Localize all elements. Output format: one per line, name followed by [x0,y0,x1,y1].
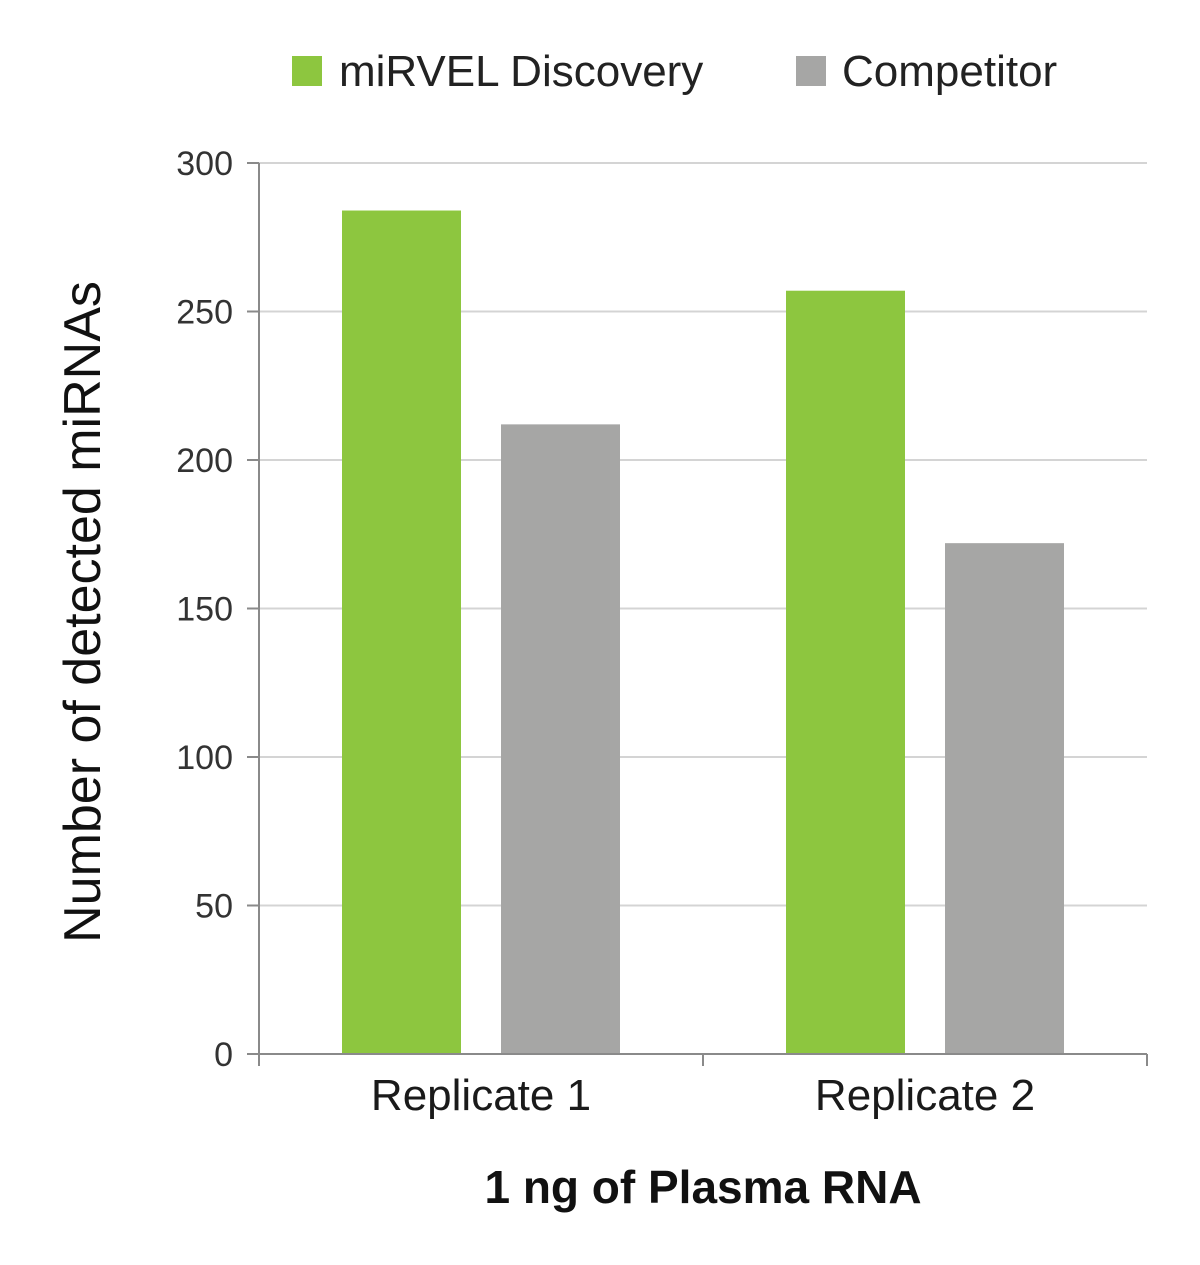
legend-swatch [796,56,826,86]
bar-mirvel-discovery-2 [786,290,905,1055]
bar-competitor-1 [501,424,620,1054]
y-axis-title: Number of detected miRNAs [54,281,112,943]
y-tick-label: 250 [176,294,233,332]
y-tick-label: 300 [176,145,233,183]
axes [258,163,1148,1066]
y-tick-label: 200 [176,442,233,480]
y-tick-label: 0 [214,1036,233,1074]
y-tick-labels: 0 50 100 150 200 250 300 [176,145,233,1074]
bar-competitor-2 [945,543,1064,1054]
legend-label: miRVEL Discovery [339,47,703,96]
x-axis-title: 1 ng of Plasma RNA [484,1161,921,1213]
x-category-label: Replicate 2 [815,1071,1035,1120]
legend-label: Competitor [842,47,1057,96]
bars [342,210,1064,1055]
y-tick-label: 50 [195,888,233,926]
legend-swatch [292,56,322,86]
y-tick-label: 100 [176,739,233,777]
legend: miRVEL Discovery Competitor [292,47,1057,96]
bar-mirvel-discovery-1 [342,210,461,1054]
x-category-labels: Replicate 1 Replicate 2 [371,1071,1035,1120]
x-category-label: Replicate 1 [371,1071,591,1120]
y-tick-label: 150 [176,591,233,629]
